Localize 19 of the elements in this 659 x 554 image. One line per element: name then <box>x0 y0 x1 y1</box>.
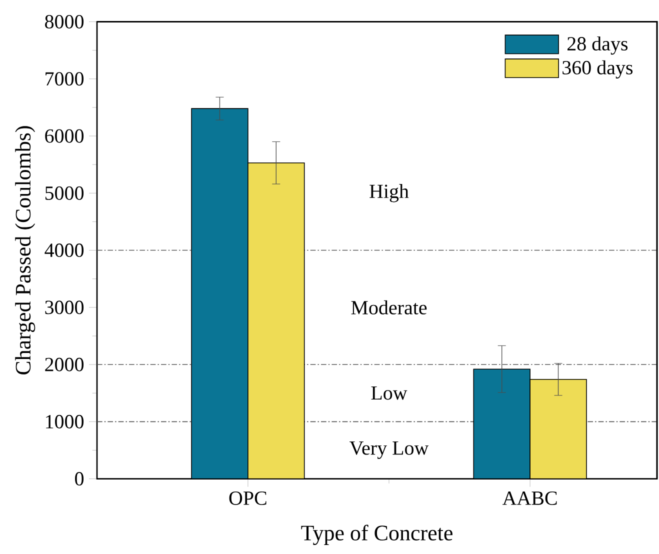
legend-label: 360 days <box>562 60 633 79</box>
x-tick-label: AABC <box>502 492 557 505</box>
y-tick-label: 8000 <box>45 14 84 28</box>
annotation: Very Low <box>350 442 429 459</box>
y-axis-title: Charged Passed (Coulombs) <box>15 126 36 374</box>
legend-label: 28 days <box>567 36 628 55</box>
annotation: Low <box>371 386 408 400</box>
x-tick-label: OPC <box>229 492 266 505</box>
y-tick-label: 2000 <box>45 358 84 372</box>
x-axis-title: Type of Concrete <box>301 524 452 546</box>
y-tick-label: 4000 <box>44 244 84 258</box>
annotation: Moderate <box>351 300 427 314</box>
y-tick-label: 7000 <box>46 72 84 86</box>
y-tick-label: 6000 <box>45 129 84 143</box>
y-tick-label: 1000 <box>46 414 84 428</box>
y-tick-label: 3000 <box>45 300 84 314</box>
annotation: High <box>370 184 409 202</box>
y-tick-label: 5000 <box>45 186 84 200</box>
y-tick-label: 0 <box>75 472 84 486</box>
